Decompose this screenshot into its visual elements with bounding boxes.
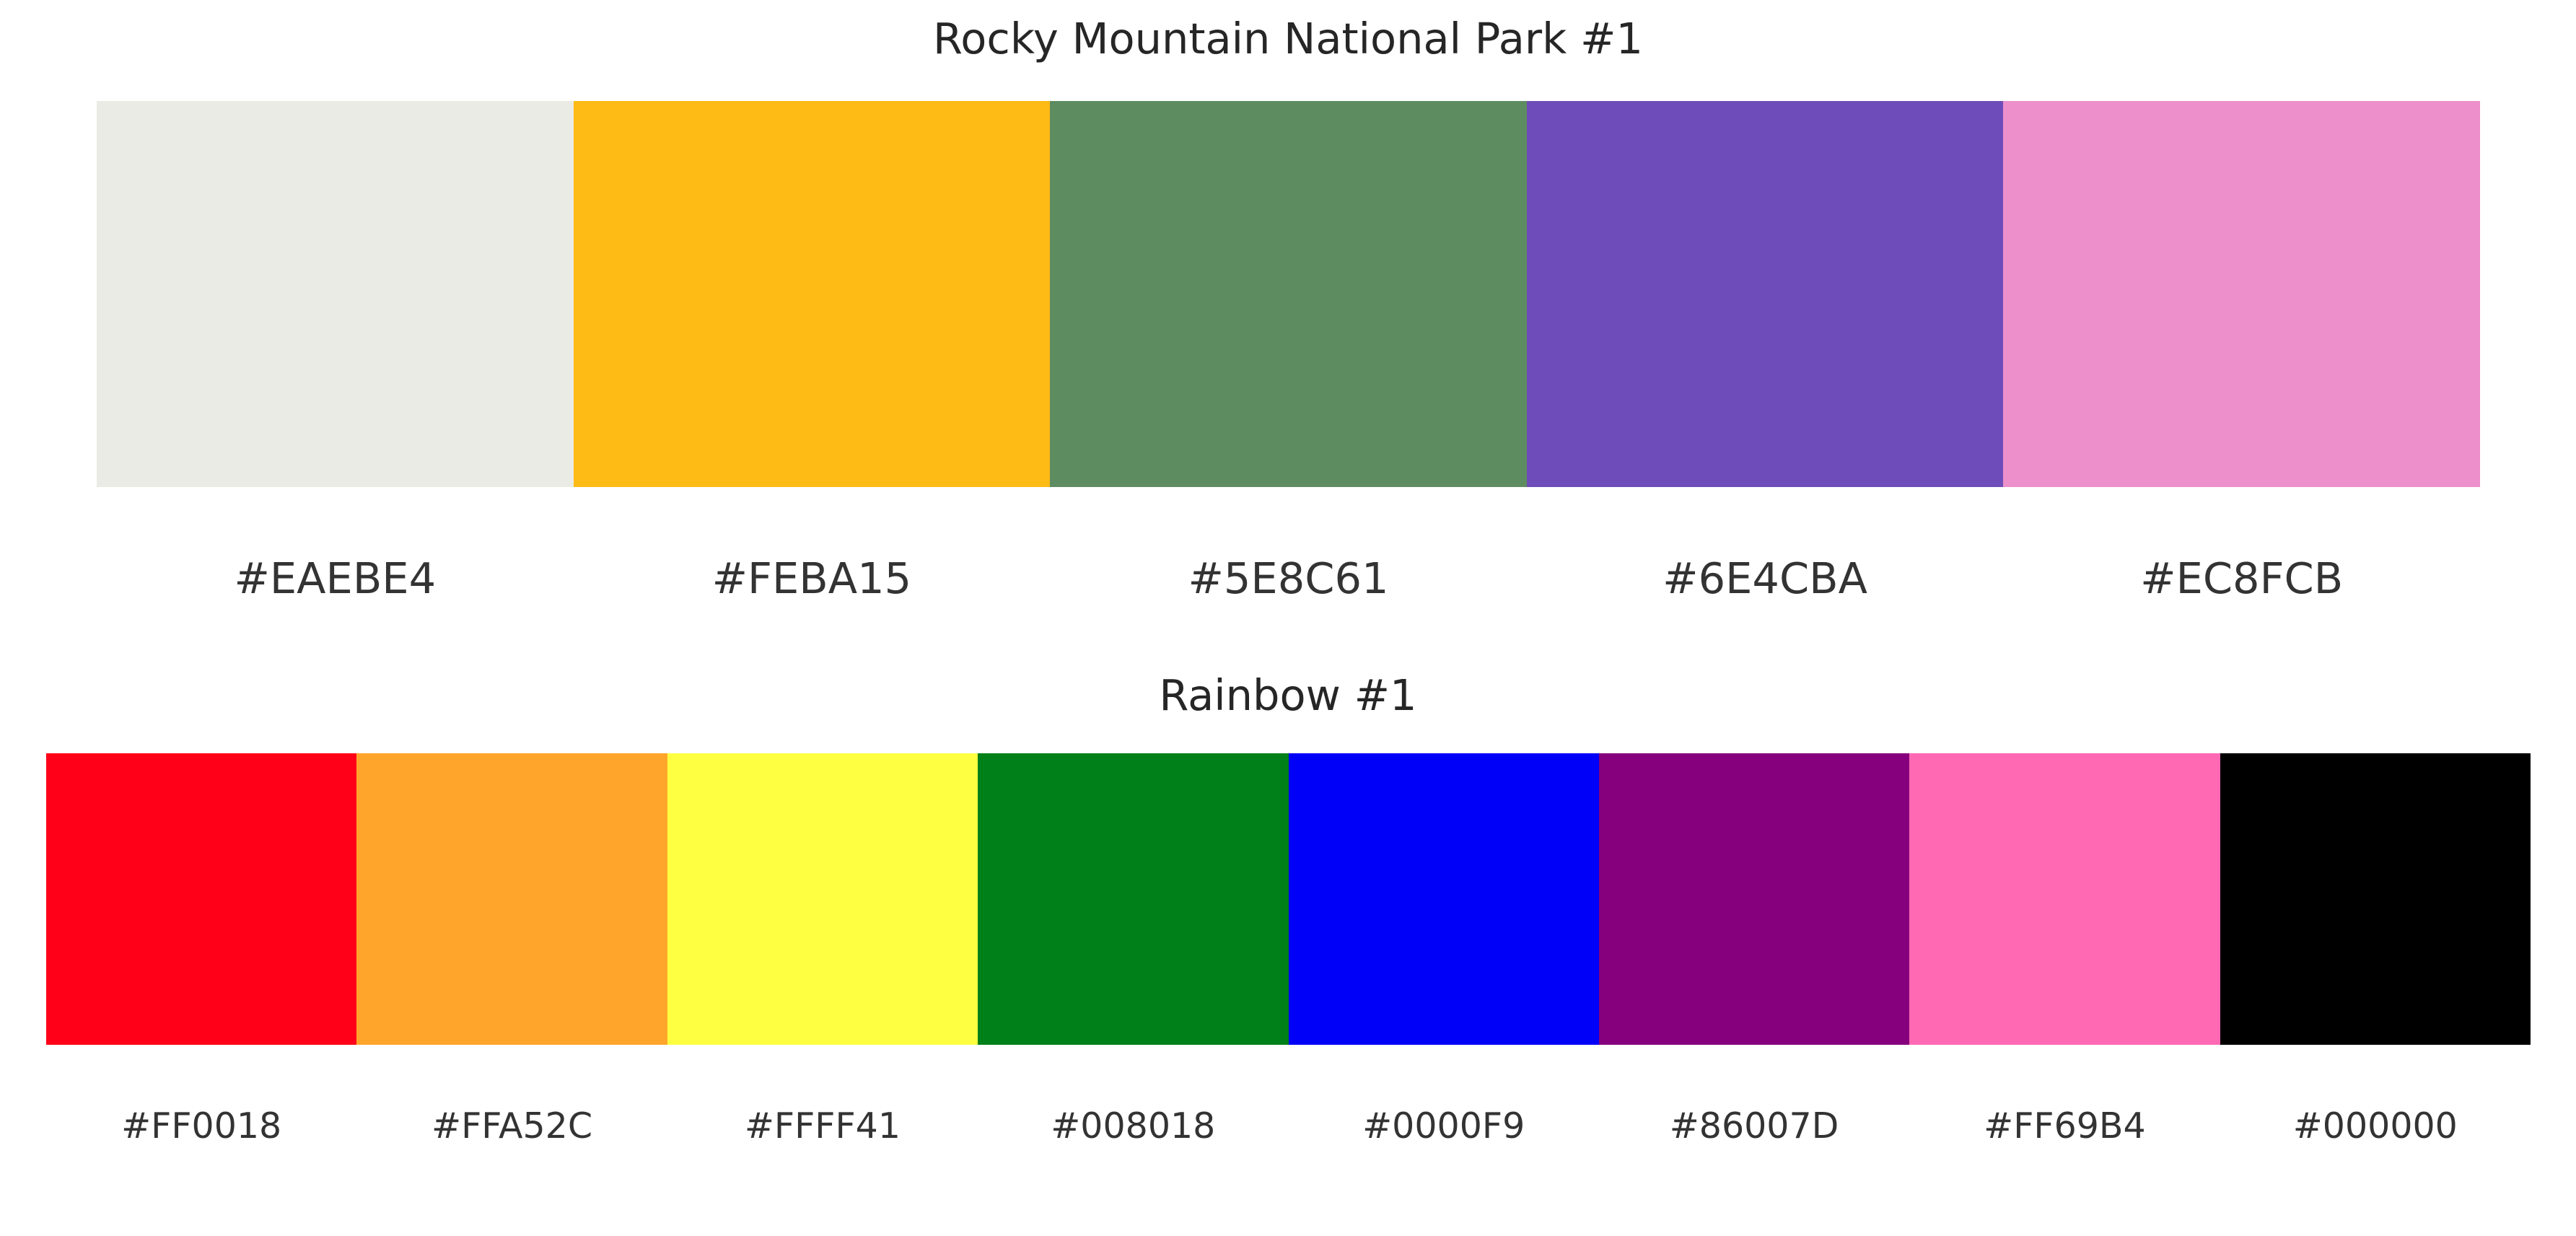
color-swatch [356, 753, 667, 1045]
hex-code-label: #6E4CBA [1662, 553, 1867, 603]
hex-code-label: #EC8FCB [2140, 553, 2344, 603]
color-swatch [2003, 101, 2480, 487]
color-swatch [667, 753, 978, 1045]
hex-code-label: #008018 [1051, 1105, 1216, 1147]
color-swatch [573, 101, 1051, 487]
hex-code-label: #000000 [2292, 1105, 2458, 1147]
color-swatch [1909, 753, 2220, 1045]
palette-swatches-rocky-mountain [97, 101, 2480, 487]
color-swatch [97, 101, 574, 487]
hex-code-label: #86007D [1669, 1105, 1839, 1147]
palette-title-rocky-mountain: Rocky Mountain National Park #1 [932, 14, 1644, 63]
palette-labels-rocky-mountain: #EAEBE4 #FEBA15 #5E8C61 #6E4CBA #EC8FCB [97, 557, 2480, 600]
hex-code-label: #0000F9 [1362, 1105, 1525, 1147]
color-swatch [1598, 753, 1910, 1045]
hex-code-label: #FF0018 [121, 1105, 282, 1147]
color-swatch [46, 753, 357, 1045]
hex-code-label: #EAEBE4 [234, 553, 437, 603]
palette-labels-rainbow: #FF0018 #FFA52C #FFFF41 #008018 #0000F9 … [46, 1108, 2531, 1144]
color-swatch [978, 753, 1289, 1045]
palette-title-rainbow: Rainbow #1 [1159, 670, 1417, 720]
hex-code-label: #FEBA15 [711, 553, 912, 603]
hex-code-label: #5E8C61 [1188, 553, 1389, 603]
hex-code-label: #FFA52C [431, 1105, 593, 1147]
color-swatch [1526, 101, 2004, 487]
color-swatch [1288, 753, 1599, 1045]
color-swatch [2220, 753, 2531, 1045]
color-swatch [1050, 101, 1527, 487]
hex-code-label: #FF69B4 [1984, 1105, 2146, 1147]
hex-code-label: #FFFF41 [744, 1105, 901, 1147]
palette-swatches-rainbow [46, 753, 2531, 1045]
